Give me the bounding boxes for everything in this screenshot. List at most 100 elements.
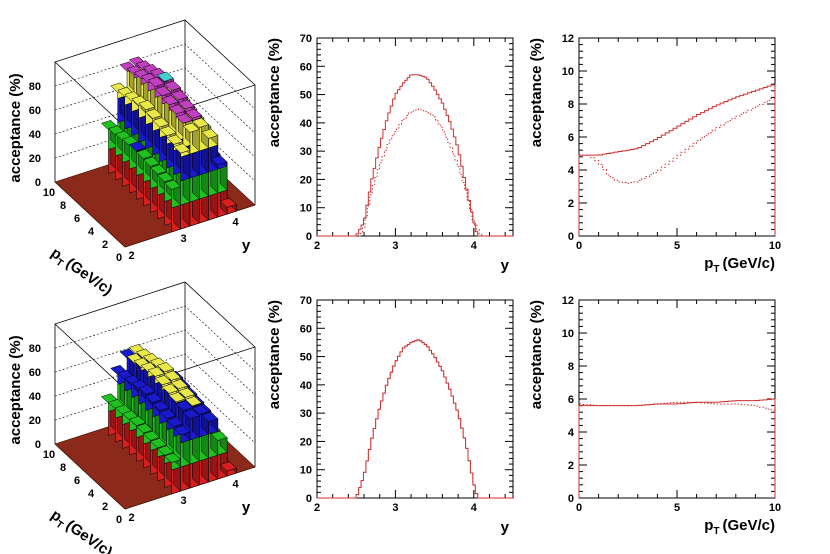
z-tick-label: 60 — [29, 367, 41, 379]
series-dotted — [317, 339, 513, 499]
z-tick-label: 40 — [29, 129, 41, 141]
lego-bar-top — [154, 85, 172, 97]
pt-axis-label-sub: T — [53, 257, 64, 270]
chart-bottom-right: 0 2 4 6 8 10 12 0 5 10 acceptance (%) pT (GeV/c) — [528, 295, 781, 537]
y-tick-label: 70 — [300, 33, 312, 45]
y-tick-label: 6 — [568, 132, 574, 144]
y-tick-label: 6 — [568, 394, 574, 406]
pt-tick-label: 4 — [88, 488, 95, 500]
x-tick-label: 2 — [314, 240, 320, 252]
lego-bar-top — [161, 95, 179, 106]
x-axis-label-sub: T — [713, 264, 719, 275]
y-tick-label: 0 — [306, 231, 312, 243]
lego-bar-top — [177, 387, 196, 398]
x-tick-label: 4 — [471, 240, 478, 252]
lego-bar-top — [156, 71, 175, 82]
y-tick-label: 8 — [568, 361, 574, 373]
y-tick-label: 20 — [300, 436, 312, 448]
lego-bar-top — [201, 128, 219, 139]
plot-frame — [316, 299, 514, 499]
series-solid — [317, 339, 513, 499]
lego-bar-top — [166, 417, 184, 428]
lego-bar-top — [175, 400, 193, 411]
lego-bar-top — [156, 445, 175, 456]
pt-tick-label: 8 — [60, 200, 66, 212]
pt-axis-label: pT(GeV/c) — [46, 244, 115, 301]
x-axis-label-sub: T — [713, 526, 719, 537]
pt-tick-label: 6 — [74, 213, 80, 225]
x-tick-label: 3 — [392, 240, 398, 252]
grid-line — [54, 353, 256, 420]
pt-tick-label: 10 — [43, 449, 55, 461]
lego-bar-top — [161, 383, 179, 394]
lego-bar-top — [175, 113, 193, 124]
y-tick-label: 4 — [568, 165, 575, 177]
x-axis-label: pT (GeV/c) — [704, 517, 775, 537]
z-tick-label: 0 — [35, 439, 41, 451]
x-axis-label: pT (GeV/c) — [704, 255, 775, 275]
lego-bar-top — [147, 366, 165, 377]
lego-bar-top — [201, 411, 219, 422]
z-axis-label: acceptance (%) — [7, 335, 24, 444]
y-tick-label: 0 — [568, 231, 574, 243]
series-solid — [578, 84, 776, 236]
y-tick-label: 20 — [300, 174, 312, 186]
lego-bar-top — [163, 80, 182, 91]
y-tick-label: 4 — [232, 478, 239, 490]
series-solid — [578, 398, 776, 498]
lego-bar-top — [163, 452, 182, 463]
lego-bar-top — [219, 461, 237, 472]
pt-axis-label: pT(GeV/c) — [46, 506, 115, 554]
pt-tick-label: 6 — [74, 475, 80, 487]
x-tick-label: 5 — [674, 240, 680, 252]
x-axis-label-unit: (GeV/c) — [722, 255, 775, 272]
y-tick-label: 40 — [300, 380, 312, 392]
lego-bar-top — [182, 122, 200, 133]
y-tick-label: 4 — [568, 427, 575, 439]
series-dotted — [317, 108, 513, 237]
lego-bar-top — [170, 379, 189, 390]
z-tick-label: 80 — [29, 81, 41, 93]
box-edge — [54, 323, 126, 390]
lego-bar-top — [173, 425, 191, 436]
x-tick-label: 2 — [314, 502, 320, 514]
y-tick-label: 30 — [300, 408, 312, 420]
lego-bar-top — [135, 423, 154, 434]
y-tick-label: 4 — [232, 216, 239, 228]
x-axis-label: y — [501, 519, 510, 536]
y-tick-label: 70 — [300, 295, 312, 307]
y-tick-label: 8 — [568, 99, 574, 111]
x-tick-label: 0 — [576, 502, 582, 514]
y-tick-label: 2 — [568, 460, 574, 472]
y-tick-label: 10 — [300, 203, 312, 215]
y-axis-label: acceptance (%) — [266, 38, 283, 147]
lego-bar-top — [142, 156, 161, 167]
lego-bar-top — [177, 99, 196, 110]
lego-bar-top — [156, 362, 175, 373]
y-tick-label: 60 — [300, 323, 312, 335]
y-tick-label: 0 — [568, 493, 574, 505]
lego-bar-top — [142, 430, 161, 441]
x-tick-label: 5 — [674, 502, 680, 514]
x-axis-label-main: p — [704, 255, 713, 272]
lego-bar-top — [159, 408, 177, 419]
grid-line — [54, 305, 256, 372]
grid-line — [54, 67, 256, 134]
grid-line — [54, 377, 256, 444]
lego-bar-top — [145, 108, 163, 119]
z-axis-label: acceptance (%) — [7, 73, 24, 182]
z-tick-label: 20 — [29, 153, 41, 165]
y-tick-label: 12 — [562, 295, 574, 307]
x-tick-label: 3 — [392, 502, 398, 514]
grid-line — [54, 91, 256, 158]
y-tick-label: 3 — [180, 495, 186, 507]
pt-tick-label: 8 — [60, 462, 66, 474]
pt-tick-label: 10 — [43, 187, 55, 199]
series-dotted — [578, 401, 776, 498]
z-tick-label: 60 — [29, 105, 41, 117]
lego-bar-top — [182, 409, 200, 420]
x-axis-label: y — [501, 257, 510, 274]
lego-bar-top — [210, 430, 228, 441]
